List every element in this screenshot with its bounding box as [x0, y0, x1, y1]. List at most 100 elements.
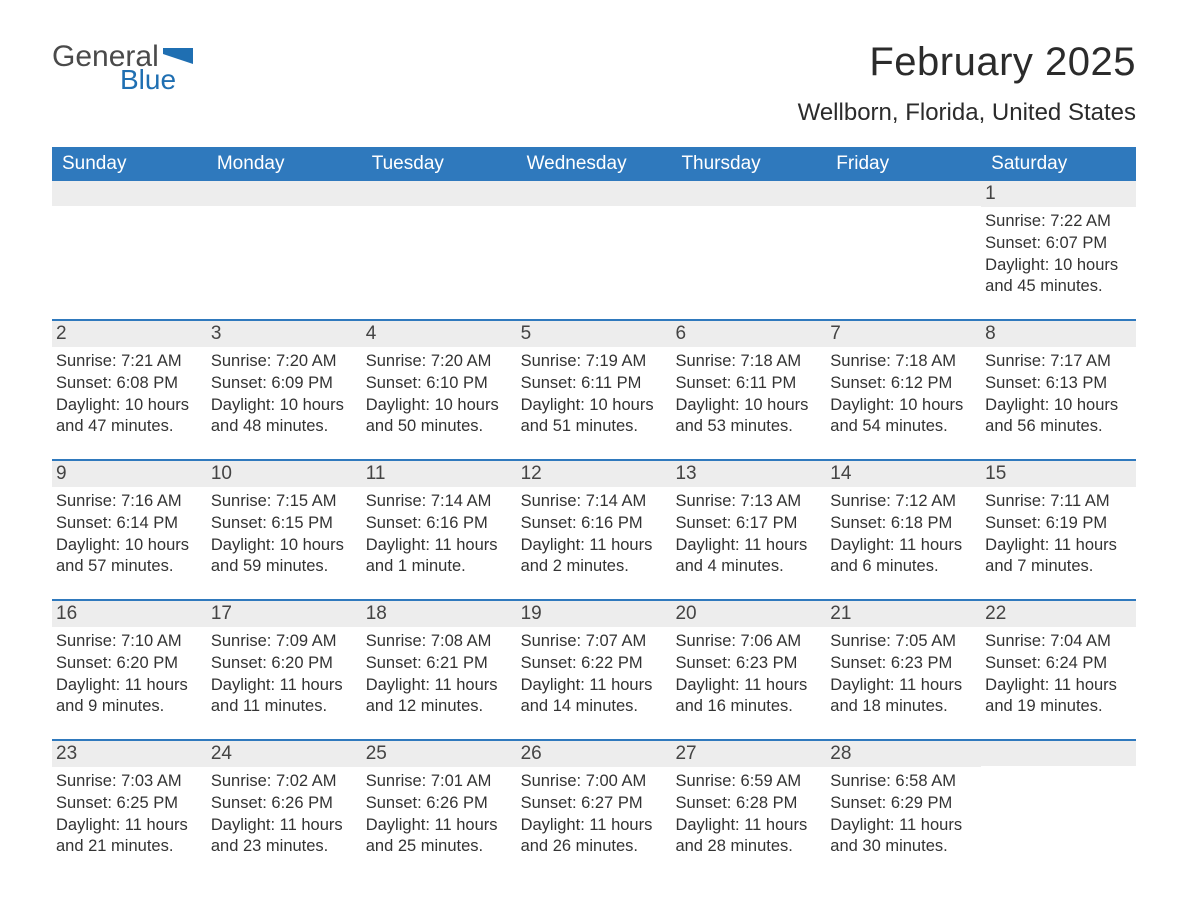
day-details: Sunrise: 7:02 AMSunset: 6:26 PMDaylight:… — [211, 771, 354, 858]
sunrise-text: Sunrise: 7:22 AM — [985, 211, 1128, 233]
daylight-text: Daylight: 10 hours and 51 minutes. — [521, 395, 664, 439]
sunrise-text: Sunrise: 7:15 AM — [211, 491, 354, 513]
day-details: Sunrise: 7:09 AMSunset: 6:20 PMDaylight:… — [211, 631, 354, 718]
day-cell: 19Sunrise: 7:07 AMSunset: 6:22 PMDayligh… — [517, 601, 672, 721]
sunset-text: Sunset: 6:17 PM — [675, 513, 818, 535]
day-number — [826, 181, 981, 206]
daylight-text: Daylight: 10 hours and 54 minutes. — [830, 395, 973, 439]
day-details: Sunrise: 7:17 AMSunset: 6:13 PMDaylight:… — [985, 351, 1128, 438]
sunrise-text: Sunrise: 7:10 AM — [56, 631, 199, 653]
day-details: Sunrise: 7:20 AMSunset: 6:10 PMDaylight:… — [366, 351, 509, 438]
daylight-text: Daylight: 11 hours and 14 minutes. — [521, 675, 664, 719]
header: General Blue February 2025 Wellborn, Flo… — [52, 40, 1136, 141]
week-row: 23Sunrise: 7:03 AMSunset: 6:25 PMDayligh… — [52, 739, 1136, 861]
calendar: SundayMondayTuesdayWednesdayThursdayFrid… — [52, 147, 1136, 861]
day-details: Sunrise: 7:14 AMSunset: 6:16 PMDaylight:… — [366, 491, 509, 578]
day-number: 28 — [826, 741, 981, 767]
sunset-text: Sunset: 6:28 PM — [675, 793, 818, 815]
daylight-text: Daylight: 11 hours and 7 minutes. — [985, 535, 1128, 579]
day-cell: 18Sunrise: 7:08 AMSunset: 6:21 PMDayligh… — [362, 601, 517, 721]
day-number: 18 — [362, 601, 517, 627]
sunrise-text: Sunrise: 7:18 AM — [675, 351, 818, 373]
daylight-text: Daylight: 11 hours and 18 minutes. — [830, 675, 973, 719]
sunset-text: Sunset: 6:11 PM — [521, 373, 664, 395]
day-number: 17 — [207, 601, 362, 627]
sunset-text: Sunset: 6:20 PM — [211, 653, 354, 675]
day-details: Sunrise: 7:11 AMSunset: 6:19 PMDaylight:… — [985, 491, 1128, 578]
day-number: 11 — [362, 461, 517, 487]
day-details: Sunrise: 7:19 AMSunset: 6:11 PMDaylight:… — [521, 351, 664, 438]
day-number: 7 — [826, 321, 981, 347]
sunrise-text: Sunrise: 7:19 AM — [521, 351, 664, 373]
daylight-text: Daylight: 10 hours and 48 minutes. — [211, 395, 354, 439]
day-details: Sunrise: 7:12 AMSunset: 6:18 PMDaylight:… — [830, 491, 973, 578]
day-number: 24 — [207, 741, 362, 767]
day-details: Sunrise: 7:04 AMSunset: 6:24 PMDaylight:… — [985, 631, 1128, 718]
weekday-header: SundayMondayTuesdayWednesdayThursdayFrid… — [52, 147, 1136, 181]
day-number: 1 — [981, 181, 1136, 207]
day-details: Sunrise: 7:18 AMSunset: 6:12 PMDaylight:… — [830, 351, 973, 438]
day-cell: 8Sunrise: 7:17 AMSunset: 6:13 PMDaylight… — [981, 321, 1136, 441]
day-cell: 5Sunrise: 7:19 AMSunset: 6:11 PMDaylight… — [517, 321, 672, 441]
day-cell: 12Sunrise: 7:14 AMSunset: 6:16 PMDayligh… — [517, 461, 672, 581]
week-row: 2Sunrise: 7:21 AMSunset: 6:08 PMDaylight… — [52, 319, 1136, 441]
weekday-monday: Monday — [207, 147, 362, 181]
sunrise-text: Sunrise: 7:09 AM — [211, 631, 354, 653]
daylight-text: Daylight: 11 hours and 19 minutes. — [985, 675, 1128, 719]
sunset-text: Sunset: 6:14 PM — [56, 513, 199, 535]
day-cell: 11 Sunrise: 7:14 AMSunset: 6:16 PMDayligh… — [362, 461, 517, 581]
day-number — [517, 181, 672, 206]
day-number: 25 — [362, 741, 517, 767]
sunrise-text: Sunrise: 7:02 AM — [211, 771, 354, 793]
sunrise-text: Sunrise: 7:04 AM — [985, 631, 1128, 653]
sunrise-text: Sunrise: 7:08 AM — [366, 631, 509, 653]
sunset-text: Sunset: 6:15 PM — [211, 513, 354, 535]
sunset-text: Sunset: 6:08 PM — [56, 373, 199, 395]
daylight-text: Daylight: 11 hours and 16 minutes. — [675, 675, 818, 719]
sunrise-text: Sunrise: 7:20 AM — [211, 351, 354, 373]
logo: General Blue — [52, 40, 193, 96]
day-number: 9 — [52, 461, 207, 487]
day-cell: 15Sunrise: 7:11 AMSunset: 6:19 PMDayligh… — [981, 461, 1136, 581]
day-cell: 22Sunrise: 7:04 AMSunset: 6:24 PMDayligh… — [981, 601, 1136, 721]
day-cell: 25Sunrise: 7:01 AMSunset: 6:26 PMDayligh… — [362, 741, 517, 861]
day-cell: 10Sunrise: 7:15 AMSunset: 6:15 PMDayligh… — [207, 461, 362, 581]
day-cell: 2Sunrise: 7:21 AMSunset: 6:08 PMDaylight… — [52, 321, 207, 441]
sunrise-text: Sunrise: 7:06 AM — [675, 631, 818, 653]
day-details: Sunrise: 7:15 AMSunset: 6:15 PMDaylight:… — [211, 491, 354, 578]
day-cell — [981, 741, 1136, 861]
day-cell: 14Sunrise: 7:12 AMSunset: 6:18 PMDayligh… — [826, 461, 981, 581]
sunrise-text: Sunrise: 7:16 AM — [56, 491, 199, 513]
sunrise-text: Sunrise: 7:05 AM — [830, 631, 973, 653]
day-number: 27 — [671, 741, 826, 767]
day-cell: 13Sunrise: 7:13 AMSunset: 6:17 PMDayligh… — [671, 461, 826, 581]
day-details: Sunrise: 7:18 AMSunset: 6:11 PMDaylight:… — [675, 351, 818, 438]
day-details: Sunrise: 7:00 AMSunset: 6:27 PMDaylight:… — [521, 771, 664, 858]
daylight-text: Daylight: 10 hours and 45 minutes. — [985, 255, 1128, 299]
day-number: 13 — [671, 461, 826, 487]
sunset-text: Sunset: 6:25 PM — [56, 793, 199, 815]
day-details: Sunrise: 6:58 AMSunset: 6:29 PMDaylight:… — [830, 771, 973, 858]
day-details: Sunrise: 7:05 AMSunset: 6:23 PMDaylight:… — [830, 631, 973, 718]
week-row: 9 Sunrise: 7:16 AMSunset: 6:14 PM Daylight… — [52, 459, 1136, 581]
day-cell — [826, 181, 981, 301]
sunset-text: Sunset: 6:19 PM — [985, 513, 1128, 535]
daylight-text: Daylight: 11 hours and 21 minutes. — [56, 815, 199, 859]
day-details: Sunrise: 6:59 AMSunset: 6:28 PMDaylight:… — [675, 771, 818, 858]
sunset-text: Sunset: 6:13 PM — [985, 373, 1128, 395]
day-number — [52, 181, 207, 206]
logo-text-blue: Blue — [120, 64, 193, 96]
sunset-text: Sunset: 6:26 PM — [366, 793, 509, 815]
day-number — [671, 181, 826, 206]
daylight-text: Daylight: 11 hours and 12 minutes. — [366, 675, 509, 719]
day-details: Sunrise: 7:03 AMSunset: 6:25 PMDaylight:… — [56, 771, 199, 858]
day-cell — [362, 181, 517, 301]
sunset-text: Sunset: 6:23 PM — [675, 653, 818, 675]
sunrise-text: Sunrise: 7:00 AM — [521, 771, 664, 793]
sunrise-text: Sunrise: 7:12 AM — [830, 491, 973, 513]
sunrise-text: Sunrise: 7:17 AM — [985, 351, 1128, 373]
daylight-text: Daylight: 11 hours and 23 minutes. — [211, 815, 354, 859]
daylight-text: Daylight: 11 hours and 25 minutes. — [366, 815, 509, 859]
day-number: 16 — [52, 601, 207, 627]
day-number: 3 — [207, 321, 362, 347]
